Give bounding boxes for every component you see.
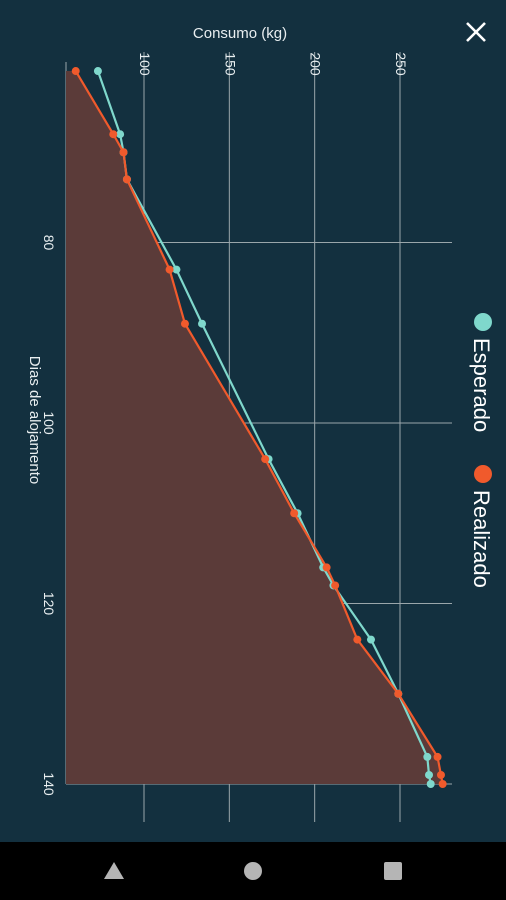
realizado-point xyxy=(394,689,403,698)
realizado-legend-label: Realizado xyxy=(469,490,494,588)
realizado-point xyxy=(433,752,442,761)
esperado-point xyxy=(198,319,207,328)
circle-home-icon xyxy=(244,862,262,880)
y-tick-label: 200 xyxy=(308,52,324,76)
consumption-chart: 100 150 200 250 80 100 120 140 Consumo (kg) Dia… xyxy=(26,25,494,822)
x-tick-label: 140 xyxy=(41,772,57,796)
realizado-point xyxy=(261,455,270,464)
realizado-point xyxy=(180,319,189,328)
y-tick-label: 250 xyxy=(393,52,409,76)
ticks-layer: 100 150 200 250 80 100 120 140 xyxy=(41,52,409,796)
esperado-point xyxy=(426,780,435,788)
esperado-point xyxy=(116,130,125,139)
legend: Esperado Realizado xyxy=(469,313,494,588)
realizado-point xyxy=(71,67,80,76)
realizado-point xyxy=(119,148,128,157)
esperado-point xyxy=(423,752,432,761)
esperado-point xyxy=(93,67,102,76)
realizado-point xyxy=(353,635,362,644)
y-axis-title: Consumo (kg) xyxy=(193,25,287,42)
realizado-point xyxy=(165,265,174,274)
series-layer xyxy=(71,67,447,788)
nav-recents-button[interactable] xyxy=(363,842,423,900)
realizado-point xyxy=(322,563,331,572)
esperado-point xyxy=(425,770,434,779)
x-axis-title: Dias de alojamento xyxy=(26,356,43,484)
esperado-point xyxy=(172,265,181,274)
square-recents-icon xyxy=(384,862,402,880)
nav-back-button[interactable] xyxy=(84,842,144,900)
x-tick-label: 100 xyxy=(41,411,57,435)
y-tick-label: 100 xyxy=(137,52,153,76)
triangle-back-icon xyxy=(104,862,124,879)
y-tick-label: 150 xyxy=(222,52,238,76)
esperado-point xyxy=(366,635,375,644)
esperado-legend-label: Esperado xyxy=(469,338,494,432)
esperado-legend-marker xyxy=(474,313,492,331)
realizado-point xyxy=(436,770,445,779)
realizado-point xyxy=(331,581,340,590)
realizado-point xyxy=(122,175,131,184)
system-navigation-bar xyxy=(0,842,506,900)
realizado-point xyxy=(290,509,299,518)
realizado-area xyxy=(66,71,443,784)
chart-screen: 100 150 200 250 80 100 120 140 Consumo (kg) Dia… xyxy=(26,14,494,822)
realizado-legend-marker xyxy=(474,465,492,483)
x-tick-label: 80 xyxy=(41,235,57,251)
realizado-point xyxy=(109,130,118,139)
area-layer xyxy=(66,71,443,784)
x-tick-label: 120 xyxy=(41,592,57,616)
close-icon xyxy=(466,22,486,42)
close-button[interactable] xyxy=(458,14,494,50)
realizado-point xyxy=(438,780,447,788)
nav-home-button[interactable] xyxy=(223,842,283,900)
